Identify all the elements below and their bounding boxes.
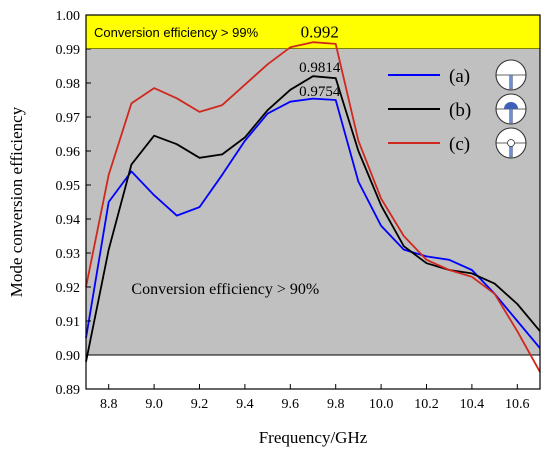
y-tick-label: 0.91	[56, 315, 81, 330]
legend: (a) (b) (c)	[388, 59, 527, 159]
legend-label-c: (c)	[449, 134, 470, 155]
x-tick-label: 10.4	[460, 397, 485, 412]
y-axis-label: Mode conversion efficiency	[7, 106, 26, 297]
icon-dot	[507, 139, 515, 147]
circle-with-filled-cap-icon	[495, 93, 527, 125]
circle-with-stub-icon	[495, 59, 527, 91]
y-tick-label: 0.92	[56, 281, 81, 296]
peak-annotation: 0.9754	[299, 84, 341, 100]
icon-cap	[504, 102, 518, 109]
x-tick-label: 9.2	[191, 397, 209, 412]
series-layer	[85, 41, 541, 373]
icon-stub	[509, 108, 513, 124]
series-line-a	[85, 97, 541, 349]
x-tick-label: 9.4	[236, 397, 254, 412]
y-tick-label: 0.96	[56, 145, 81, 160]
y-tick-label: 1.00	[56, 9, 81, 24]
y-tick-label: 0.94	[56, 213, 81, 228]
y-tick-label: 0.89	[56, 383, 81, 398]
legend-label-b: (b)	[449, 100, 471, 121]
x-tick-label: 9.0	[145, 397, 163, 412]
x-tick-label: 9.6	[282, 397, 300, 412]
annotations-layer: 0.992 0.9814 0.9754	[299, 23, 341, 101]
y-tick-label: 0.99	[56, 43, 81, 58]
plot-frame	[85, 14, 541, 390]
x-axis-label: Frequency/GHz	[259, 428, 368, 447]
series-line-c	[85, 41, 541, 373]
icon-stub	[509, 74, 513, 90]
x-tick-label: 9.8	[327, 397, 345, 412]
y-tick-label: 0.95	[56, 179, 81, 194]
band-label-0: Conversion efficiency > 99%	[94, 25, 259, 40]
band-0	[86, 15, 540, 49]
series-line-b	[85, 75, 541, 362]
y-tick-label: 0.90	[56, 349, 81, 364]
y-tick-label: 0.97	[56, 111, 81, 126]
x-tick-label: 10.6	[505, 397, 530, 412]
peak-annotation: 0.9814	[299, 60, 341, 76]
ticks-layer: 8.8 9.0 9.2 9.4 9.6 9.8 10.0 10.2 10.4 10.6 0.89 0.…	[56, 9, 530, 412]
band-label-1: Conversion efficiency > 90%	[131, 281, 319, 298]
y-tick-label: 0.93	[56, 247, 81, 262]
peak-annotation: 0.992	[301, 23, 339, 42]
legend-label-a: (a)	[449, 66, 470, 87]
x-tick-label: 8.8	[100, 397, 118, 412]
band-labels-layer: Conversion efficiency > 99% Conversion ef…	[94, 25, 319, 298]
y-tick-label: 0.98	[56, 77, 81, 92]
circle-with-dot-icon	[495, 127, 527, 159]
x-tick-label: 10.0	[369, 397, 394, 412]
x-tick-label: 10.2	[414, 397, 439, 412]
